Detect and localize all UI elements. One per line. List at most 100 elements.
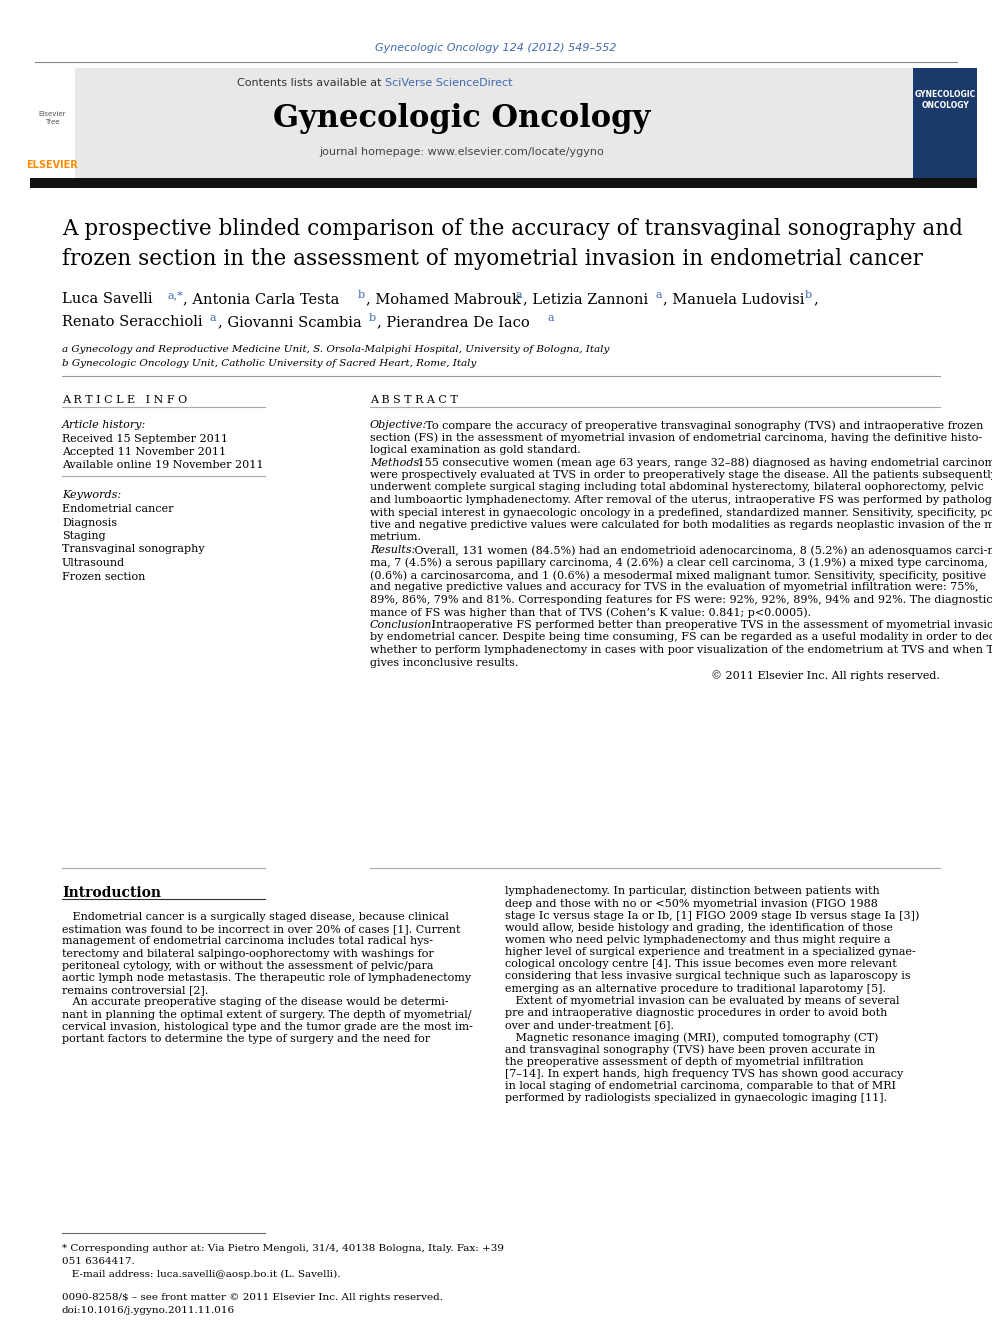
Text: Available online 19 November 2011: Available online 19 November 2011 xyxy=(62,460,264,470)
Text: Conclusion:: Conclusion: xyxy=(370,620,436,630)
Text: Methods:: Methods: xyxy=(370,458,423,467)
Text: 051 6364417.: 051 6364417. xyxy=(62,1257,135,1266)
Text: SciVerse ScienceDirect: SciVerse ScienceDirect xyxy=(385,78,513,89)
Text: 89%, 86%, 79% and 81%. Corresponding features for FS were: 92%, 92%, 89%, 94% an: 89%, 86%, 79% and 81%. Corresponding fea… xyxy=(370,595,992,605)
Bar xyxy=(30,67,75,179)
Text: tive and negative predictive values were calculated for both modalities as regar: tive and negative predictive values were… xyxy=(370,520,992,531)
Text: Transvaginal sonography: Transvaginal sonography xyxy=(62,545,204,554)
Text: a: a xyxy=(515,290,522,300)
Bar xyxy=(75,67,913,179)
Text: portant factors to determine the type of surgery and the need for: portant factors to determine the type of… xyxy=(62,1035,431,1044)
Bar xyxy=(913,67,977,179)
Text: Luca Savelli: Luca Savelli xyxy=(62,292,153,306)
Text: lymphadenectomy. In particular, distinction between patients with: lymphadenectomy. In particular, distinct… xyxy=(505,886,880,896)
Text: b Gynecologic Oncology Unit, Catholic University of Sacred Heart, Rome, Italy: b Gynecologic Oncology Unit, Catholic Un… xyxy=(62,359,476,368)
Text: b: b xyxy=(805,290,812,300)
Text: by endometrial cancer. Despite being time consuming, FS can be regarded as a use: by endometrial cancer. Despite being tim… xyxy=(370,632,992,643)
Text: in local staging of endometrial carcinoma, comparable to that of MRI: in local staging of endometrial carcinom… xyxy=(505,1081,896,1091)
Text: underwent complete surgical staging including total abdominal hysterectomy, bila: underwent complete surgical staging incl… xyxy=(370,483,984,492)
Text: Objective:: Objective: xyxy=(370,419,428,430)
Text: gives inconclusive results.: gives inconclusive results. xyxy=(370,658,519,668)
Text: were prospectively evaluated at TVS in order to preoperatively stage the disease: were prospectively evaluated at TVS in o… xyxy=(370,470,992,480)
Text: a Gynecology and Reproductive Medicine Unit, S. Orsola-Malpighi Hospital, Univer: a Gynecology and Reproductive Medicine U… xyxy=(62,345,609,355)
Text: metrium.: metrium. xyxy=(370,532,422,542)
Text: remains controversial [2].: remains controversial [2]. xyxy=(62,986,208,995)
Text: To compare the accuracy of preoperative transvaginal sonography (TVS) and intrao: To compare the accuracy of preoperative … xyxy=(422,419,983,430)
Text: A prospective blinded comparison of the accuracy of transvaginal sonography and: A prospective blinded comparison of the … xyxy=(62,218,963,239)
Text: management of endometrial carcinoma includes total radical hys-: management of endometrial carcinoma incl… xyxy=(62,937,433,946)
Text: [7–14]. In expert hands, high frequency TVS has shown good accuracy: [7–14]. In expert hands, high frequency … xyxy=(505,1069,904,1080)
Text: Overall, 131 women (84.5%) had an endometrioid adenocarcinoma, 8 (5.2%) an adeno: Overall, 131 women (84.5%) had an endome… xyxy=(411,545,992,556)
Text: the preoperative assessment of depth of myometrial infiltration: the preoperative assessment of depth of … xyxy=(505,1057,864,1066)
Text: a: a xyxy=(655,290,662,300)
Text: and transvaginal sonography (TVS) have been proven accurate in: and transvaginal sonography (TVS) have b… xyxy=(505,1045,875,1056)
Text: Results:: Results: xyxy=(370,545,416,556)
Text: Endometrial cancer is a surgically staged disease, because clinical: Endometrial cancer is a surgically stage… xyxy=(62,912,448,922)
Text: , Letizia Zannoni: , Letizia Zannoni xyxy=(523,292,648,306)
Text: Staging: Staging xyxy=(62,531,105,541)
Text: Extent of myometrial invasion can be evaluated by means of several: Extent of myometrial invasion can be eva… xyxy=(505,996,900,1005)
Bar xyxy=(30,179,977,188)
Text: frozen section in the assessment of myometrial invasion in endometrial cancer: frozen section in the assessment of myom… xyxy=(62,247,923,270)
Text: A R T I C L E   I N F O: A R T I C L E I N F O xyxy=(62,396,187,405)
Text: a: a xyxy=(548,314,555,323)
Text: A B S T R A C T: A B S T R A C T xyxy=(370,396,457,405)
Text: deep and those with no or <50% myometrial invasion (FIGO 1988: deep and those with no or <50% myometria… xyxy=(505,898,878,909)
Text: Magnetic resonance imaging (MRI), computed tomography (CT): Magnetic resonance imaging (MRI), comput… xyxy=(505,1032,878,1043)
Text: women who need pelvic lymphadenectomy and thus might require a: women who need pelvic lymphadenectomy an… xyxy=(505,935,891,945)
Text: nant in planning the optimal extent of surgery. The depth of myometrial/: nant in planning the optimal extent of s… xyxy=(62,1009,471,1020)
Text: a: a xyxy=(210,314,216,323)
Text: , Antonia Carla Testa: , Antonia Carla Testa xyxy=(183,292,339,306)
Text: Keywords:: Keywords: xyxy=(62,490,121,500)
Text: over and under-treatment [6].: over and under-treatment [6]. xyxy=(505,1020,674,1031)
Text: Gynecologic Oncology 124 (2012) 549–552: Gynecologic Oncology 124 (2012) 549–552 xyxy=(375,44,617,53)
Text: Article history:: Article history: xyxy=(62,419,146,430)
Text: would allow, beside histology and grading, the identification of those: would allow, beside histology and gradin… xyxy=(505,922,893,933)
Text: Elsevier
Tree: Elsevier Tree xyxy=(39,111,65,124)
Text: pre and intraoperative diagnostic procedures in order to avoid both: pre and intraoperative diagnostic proced… xyxy=(505,1008,888,1017)
Text: ,: , xyxy=(813,292,817,306)
Text: and negative predictive values and accuracy for TVS in the evaluation of myometr: and negative predictive values and accur… xyxy=(370,582,978,593)
Text: , Pierandrea De Iaco: , Pierandrea De Iaco xyxy=(377,315,530,329)
Text: performed by radiologists specialized in gynaecologic imaging [11].: performed by radiologists specialized in… xyxy=(505,1093,887,1103)
Text: , Giovanni Scambia: , Giovanni Scambia xyxy=(218,315,362,329)
Text: Intraoperative FS performed better than preoperative TVS in the assessment of my: Intraoperative FS performed better than … xyxy=(428,620,992,630)
Text: , Manuela Ludovisi: , Manuela Ludovisi xyxy=(663,292,805,306)
Text: emerging as an alternative procedure to traditional laparotomy [5].: emerging as an alternative procedure to … xyxy=(505,983,886,994)
Text: Contents lists available at: Contents lists available at xyxy=(237,78,385,89)
Text: mance of FS was higher than that of TVS (Cohen’s K value: 0.841; p<0.0005).: mance of FS was higher than that of TVS … xyxy=(370,607,811,618)
Text: with special interest in gynaecologic oncology in a predefined, standardized man: with special interest in gynaecologic on… xyxy=(370,508,992,517)
Text: a,*: a,* xyxy=(168,290,184,300)
Text: doi:10.1016/j.ygyno.2011.11.016: doi:10.1016/j.ygyno.2011.11.016 xyxy=(62,1306,235,1315)
Text: b: b xyxy=(358,290,365,300)
Text: journal homepage: www.elsevier.com/locate/ygyno: journal homepage: www.elsevier.com/locat… xyxy=(319,147,604,157)
Text: Diagnosis: Diagnosis xyxy=(62,517,117,528)
Text: and lumboaortic lymphadenectomy. After removal of the uterus, intraoperative FS : and lumboaortic lymphadenectomy. After r… xyxy=(370,495,992,505)
Text: b: b xyxy=(369,314,376,323)
Text: Endometrial cancer: Endometrial cancer xyxy=(62,504,174,515)
Text: logical examination as gold standard.: logical examination as gold standard. xyxy=(370,445,580,455)
Text: whether to perform lymphadenectomy in cases with poor visualization of the endom: whether to perform lymphadenectomy in ca… xyxy=(370,646,992,655)
Text: Gynecologic Oncology: Gynecologic Oncology xyxy=(274,102,651,134)
Text: GYNECOLOGIC
ONCOLOGY: GYNECOLOGIC ONCOLOGY xyxy=(915,90,975,110)
Text: considering that less invasive surgical technique such as laparoscopy is: considering that less invasive surgical … xyxy=(505,971,911,982)
Text: 0090-8258/$ – see front matter © 2011 Elsevier Inc. All rights reserved.: 0090-8258/$ – see front matter © 2011 El… xyxy=(62,1293,443,1302)
Text: 155 consecutive women (mean age 63 years, range 32–88) diagnosed as having endom: 155 consecutive women (mean age 63 years… xyxy=(414,458,992,468)
Text: Renato Seracchioli: Renato Seracchioli xyxy=(62,315,202,329)
Text: * Corresponding author at: Via Pietro Mengoli, 31/4, 40138 Bologna, Italy. Fax: : * Corresponding author at: Via Pietro Me… xyxy=(62,1244,504,1253)
Text: An accurate preoperative staging of the disease would be determi-: An accurate preoperative staging of the … xyxy=(62,998,448,1007)
Text: Ultrasound: Ultrasound xyxy=(62,558,125,568)
Text: aortic lymph node metastasis. The therapeutic role of lymphadenectomy: aortic lymph node metastasis. The therap… xyxy=(62,972,471,983)
Text: Accepted 11 November 2011: Accepted 11 November 2011 xyxy=(62,447,226,456)
Text: © 2011 Elsevier Inc. All rights reserved.: © 2011 Elsevier Inc. All rights reserved… xyxy=(711,669,940,681)
Text: ma, 7 (4.5%) a serous papillary carcinoma, 4 (2.6%) a clear cell carcinoma, 3 (1: ma, 7 (4.5%) a serous papillary carcinom… xyxy=(370,557,992,568)
Text: higher level of surgical experience and treatment in a specialized gynae-: higher level of surgical experience and … xyxy=(505,947,916,957)
Text: peritoneal cytology, with or without the assessment of pelvic/para: peritoneal cytology, with or without the… xyxy=(62,960,434,971)
Text: stage Ic versus stage Ia or Ib, [1] FIGO 2009 stage Ib versus stage Ia [3]): stage Ic versus stage Ia or Ib, [1] FIGO… xyxy=(505,910,920,921)
Text: Frozen section: Frozen section xyxy=(62,572,146,582)
Text: terectomy and bilateral salpingo-oophorectomy with washings for: terectomy and bilateral salpingo-oophore… xyxy=(62,949,434,959)
Text: (0.6%) a carcinosarcoma, and 1 (0.6%) a mesodermal mixed malignant tumor. Sensit: (0.6%) a carcinosarcoma, and 1 (0.6%) a … xyxy=(370,570,986,581)
Text: cological oncology centre [4]. This issue becomes even more relevant: cological oncology centre [4]. This issu… xyxy=(505,959,897,970)
Text: E-mail address: luca.savelli@aosp.bo.it (L. Savelli).: E-mail address: luca.savelli@aosp.bo.it … xyxy=(62,1270,340,1279)
Text: Introduction: Introduction xyxy=(62,886,161,900)
